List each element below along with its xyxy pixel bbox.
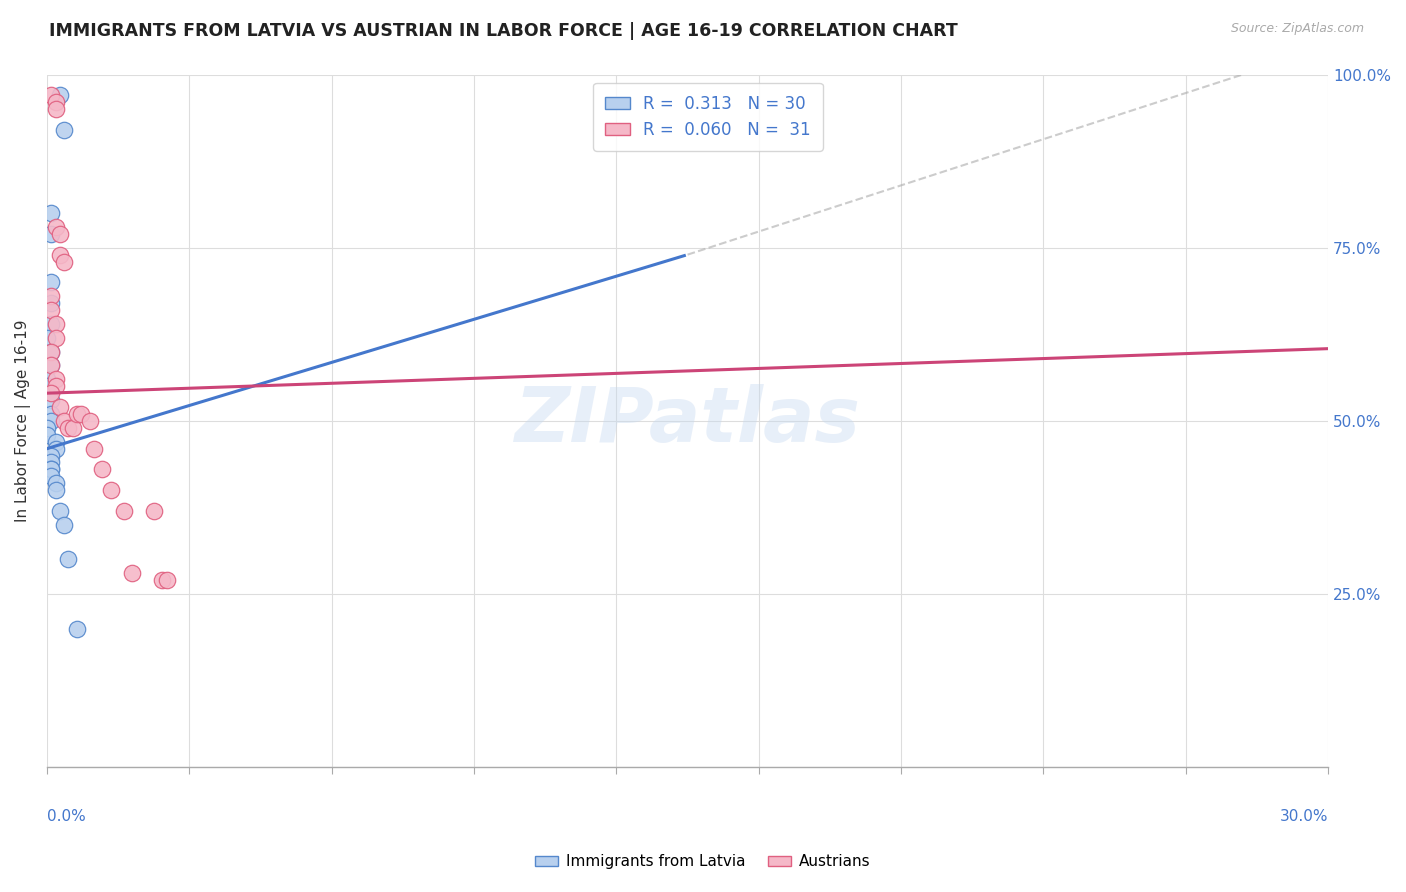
Y-axis label: In Labor Force | Age 16-19: In Labor Force | Age 16-19 [15,319,31,522]
Point [39,455,62,469]
Point [44,476,66,491]
Point [70,407,93,421]
Point [39,276,62,290]
Point [44,483,66,498]
Point [39,344,62,359]
Point [49,247,72,261]
Point [35,427,58,442]
Point [39,88,62,103]
Point [39,344,62,359]
Point [44,442,66,456]
Point [39,227,62,241]
Text: 0.0%: 0.0% [46,809,86,824]
Point [49,400,72,414]
Point [44,372,66,386]
Point [66,622,89,636]
Point [53,517,76,532]
Point [83,442,105,456]
Point [39,206,62,220]
Point [44,434,66,449]
Point [39,462,62,476]
Point [44,379,66,393]
Point [44,331,66,345]
Point [100,483,122,498]
Point [39,407,62,421]
Point [39,449,62,463]
Point [39,469,62,483]
Point [39,303,62,318]
Point [39,296,62,310]
Point [79,414,101,428]
Point [66,407,89,421]
Point [155,573,177,587]
Point [53,123,76,137]
Point [49,88,72,103]
Point [39,414,62,428]
Point [44,95,66,110]
Point [49,504,72,518]
Point [58,552,80,566]
Point [150,573,173,587]
Point [112,504,135,518]
Point [39,462,62,476]
Point [44,219,66,234]
Text: ZIPatlas: ZIPatlas [515,384,860,458]
Point [39,317,62,331]
Legend: R =  0.313   N = 30, R =  0.060   N =  31: R = 0.313 N = 30, R = 0.060 N = 31 [593,83,823,151]
Point [39,393,62,408]
Point [121,566,143,581]
Point [49,227,72,241]
Point [62,421,84,435]
Point [35,372,58,386]
Point [44,102,66,116]
Point [142,504,165,518]
Text: 30.0%: 30.0% [1279,809,1329,824]
Point [35,379,58,393]
Point [39,359,62,373]
Point [53,414,76,428]
Point [58,421,80,435]
Point [35,331,58,345]
Point [91,462,114,476]
Point [39,359,62,373]
Text: IMMIGRANTS FROM LATVIA VS AUSTRIAN IN LABOR FORCE | AGE 16-19 CORRELATION CHART: IMMIGRANTS FROM LATVIA VS AUSTRIAN IN LA… [49,22,957,40]
Point [35,421,58,435]
Point [39,386,62,401]
Text: Source: ZipAtlas.com: Source: ZipAtlas.com [1230,22,1364,36]
Legend: Immigrants from Latvia, Austrians: Immigrants from Latvia, Austrians [529,848,877,875]
Point [39,289,62,303]
Point [44,317,66,331]
Point [53,254,76,268]
